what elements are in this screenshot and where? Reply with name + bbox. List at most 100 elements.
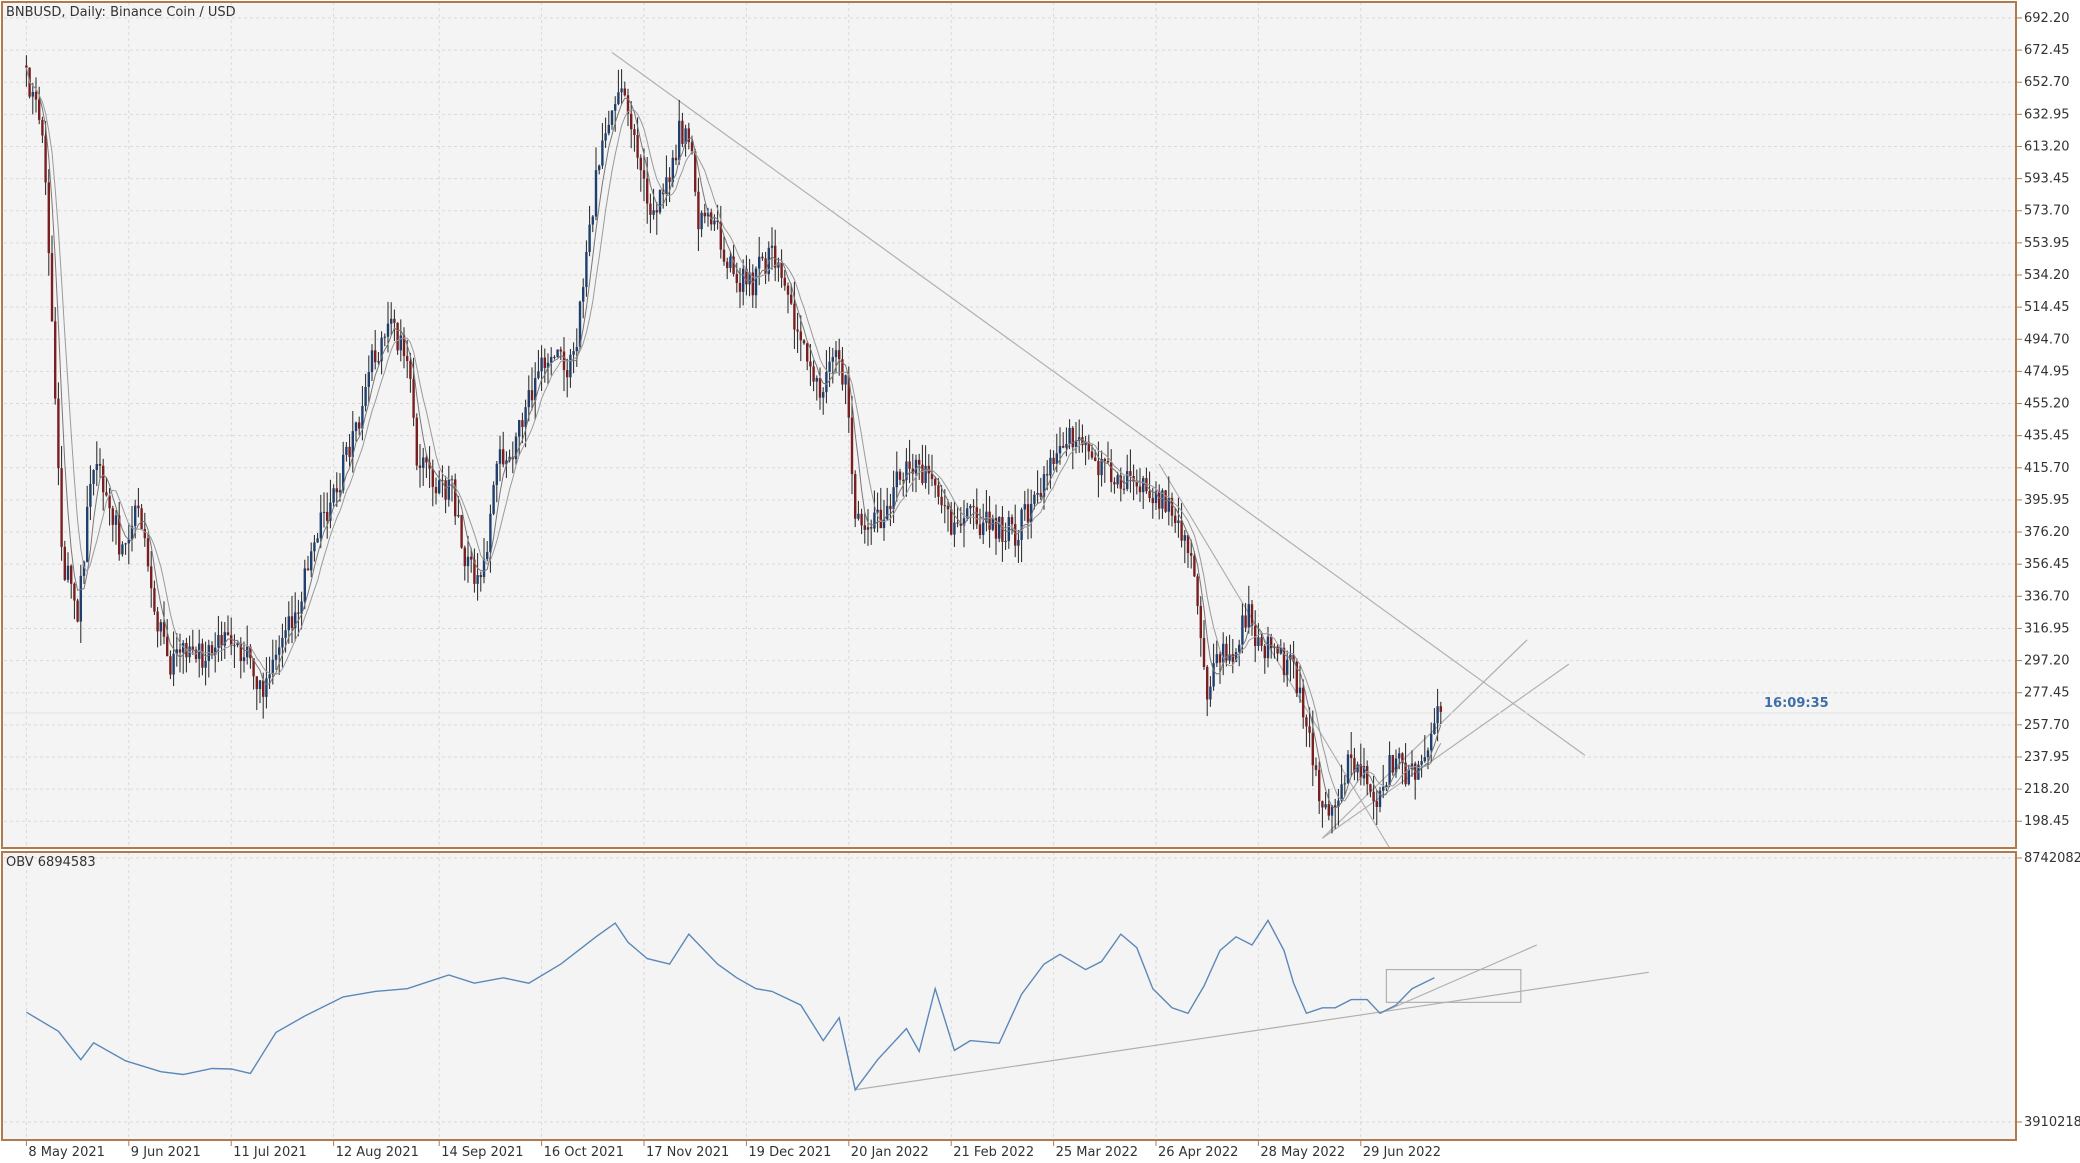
candle-body — [1103, 458, 1106, 461]
candle-body — [470, 556, 473, 560]
candle-body — [1148, 491, 1151, 499]
candle-body — [220, 634, 223, 646]
price-tick-label: 534.20 — [2024, 268, 2070, 283]
candle-body — [847, 375, 850, 418]
candle-body — [489, 513, 492, 553]
candle-body — [543, 357, 546, 368]
candle-body — [505, 460, 508, 465]
candle-body — [364, 386, 367, 406]
candle-body — [63, 546, 66, 580]
candle-body — [1113, 482, 1116, 485]
price-tick-label: 514.45 — [2024, 300, 2070, 315]
candle-body — [636, 135, 639, 158]
candle-body — [732, 256, 735, 275]
candle-body — [1177, 520, 1180, 524]
candle-body — [82, 561, 86, 576]
candle-body — [1225, 643, 1228, 661]
candle-body — [652, 210, 655, 215]
candle-body — [950, 509, 953, 535]
candle-body — [812, 366, 815, 382]
candle-body — [322, 511, 326, 513]
candle-body — [716, 220, 719, 223]
candle-body — [146, 538, 150, 567]
candle-body — [1247, 604, 1250, 628]
candle-body — [527, 390, 530, 408]
candle-body — [870, 527, 873, 529]
candle-body — [556, 349, 559, 358]
candle-body — [1097, 460, 1100, 476]
candle-body — [1017, 539, 1020, 546]
candle-body — [1039, 492, 1042, 497]
candle-body — [674, 157, 678, 161]
candle-body — [390, 318, 393, 324]
candle-body — [1260, 637, 1263, 646]
date-tick-label: 25 Mar 2022 — [1056, 1145, 1138, 1160]
candle-body — [607, 124, 610, 134]
candle-body — [1087, 441, 1090, 452]
candle-body — [706, 212, 710, 217]
candle-body — [793, 303, 796, 330]
candle-body — [358, 422, 361, 429]
candle-body — [473, 559, 476, 584]
candle-body — [1276, 646, 1279, 654]
candle-body — [418, 465, 422, 468]
candle-body — [684, 128, 687, 144]
candle-body — [252, 658, 255, 677]
candle-body — [754, 268, 758, 296]
candle-body — [1218, 654, 1222, 663]
candle-body — [697, 191, 700, 230]
date-tick-label: 28 May 2022 — [1260, 1145, 1345, 1160]
candle-body — [818, 377, 822, 398]
candle-body — [863, 525, 866, 530]
candle-body — [111, 508, 114, 525]
price-tick-label: 672.45 — [2024, 43, 2070, 58]
candle-body — [137, 505, 140, 509]
candle-body — [1030, 503, 1033, 523]
candle-body — [988, 511, 991, 530]
candle-body — [790, 294, 793, 304]
price-panel[interactable]: BNBUSD, Daily: Binance Coin / USD 16:09:… — [1, 1, 2017, 849]
candle-body — [729, 256, 732, 269]
candle-body — [630, 113, 633, 130]
obv-panel[interactable]: OBV 6894583 — [1, 851, 2017, 1141]
candle-body — [1401, 753, 1404, 763]
candle-body — [1337, 800, 1340, 807]
candle-body — [409, 361, 412, 379]
candle-body — [1084, 441, 1087, 446]
candle-body — [908, 461, 911, 469]
candle-body — [655, 210, 658, 213]
candle-body — [809, 361, 812, 367]
candle-body — [89, 483, 92, 507]
candle-body — [681, 120, 684, 144]
candle-body — [876, 509, 879, 513]
candle-body — [492, 485, 495, 514]
candle-body — [802, 340, 806, 344]
candle-body — [249, 646, 252, 659]
candle-body — [399, 335, 402, 351]
candle-body — [1094, 457, 1097, 461]
candle-body — [694, 151, 697, 192]
candle-body — [332, 488, 335, 503]
candle-body — [639, 157, 642, 171]
candle-body — [1068, 427, 1071, 445]
candle-body — [230, 635, 233, 647]
candle-body — [1129, 471, 1132, 476]
candle-body — [114, 515, 118, 525]
candle-body — [217, 634, 220, 648]
price-descending-trendline — [611, 51, 1586, 756]
obv-indicator-label: OBV 6894583 — [6, 855, 96, 870]
candle-body — [79, 575, 82, 622]
candle-body — [377, 361, 380, 363]
candle-body — [959, 523, 962, 526]
candle-body — [1046, 474, 1049, 476]
candle-body — [1327, 804, 1330, 816]
candle-body — [1279, 647, 1282, 654]
candle-body — [914, 459, 918, 474]
candle-body — [338, 490, 342, 493]
candle-body — [934, 479, 937, 486]
candle-body — [911, 468, 914, 474]
candle-body — [751, 272, 754, 296]
candle-body — [774, 245, 777, 268]
candle-body — [25, 65, 28, 68]
